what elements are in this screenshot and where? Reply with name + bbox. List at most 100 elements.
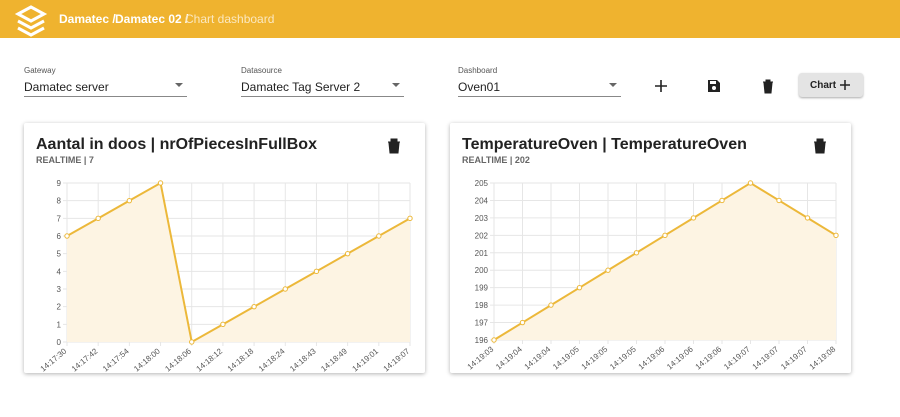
y-tick-label: 205 (475, 179, 489, 188)
point (220, 321, 226, 328)
logo[interactable] (14, 2, 54, 40)
field-label: Datasource (241, 66, 282, 75)
point (95, 215, 101, 222)
x-tick-label: 14:19:03 (466, 344, 496, 371)
button-label: Chart (810, 80, 837, 91)
point (776, 197, 782, 204)
x-tick-label: 14:19:06 (665, 344, 695, 371)
datasource-select[interactable]: Datasource Damatec Tag Server 2 (241, 66, 404, 97)
y-tick-label: 200 (475, 266, 489, 275)
point (747, 180, 754, 186)
y-tick-label: 198 (475, 301, 489, 310)
save-icon[interactable] (706, 78, 722, 94)
field-value: Damatec server (24, 80, 109, 94)
point (576, 284, 583, 291)
x-tick-label: 14:19:05 (608, 344, 638, 371)
field-label: Dashboard (458, 66, 498, 75)
add-icon[interactable] (653, 78, 669, 94)
x-tick-label: 14:18:06 (163, 346, 193, 373)
x-tick-label: 14:18:24 (257, 346, 287, 373)
x-tick-label: 14:19:05 (580, 344, 610, 371)
header: Damatec / Damatec 02 / Chart dashboard (0, 0, 900, 38)
x-tick-label: 14:18:12 (195, 346, 225, 373)
x-tick-label: 14:19:07 (779, 344, 809, 371)
y-tick-label: 6 (57, 232, 62, 241)
delete-icon[interactable] (760, 78, 776, 94)
delete-icon[interactable] (814, 138, 826, 154)
x-tick-label: 14:17:42 (70, 346, 100, 373)
y-tick-label: 196 (475, 336, 489, 345)
y-tick-label: 4 (57, 267, 62, 276)
y-tick-label: 0 (57, 338, 62, 347)
dashboard-select[interactable]: Dashboard Oven01 (458, 66, 621, 97)
point (833, 232, 839, 239)
x-tick-label: 14:19:01 (350, 346, 380, 373)
x-tick-label: 14:19:06 (637, 344, 667, 371)
y-tick-label: 9 (57, 179, 62, 188)
point (126, 197, 133, 204)
point (282, 286, 288, 292)
gateway-select[interactable]: Gateway Damatec server (24, 66, 187, 97)
y-tick-label: 1 (57, 320, 62, 329)
area (494, 183, 836, 340)
point (344, 250, 351, 257)
point (719, 197, 725, 204)
y-tick-label: 3 (57, 285, 62, 294)
x-tick-label: 14:19:07 (751, 344, 781, 371)
y-tick-label: 202 (475, 231, 489, 240)
chart-subtitle: REALTIME | 202 (462, 155, 530, 165)
x-tick-label: 14:19:04 (494, 344, 524, 371)
x-tick-label: 14:18:00 (132, 346, 162, 373)
y-tick-label: 204 (475, 196, 489, 205)
field-value: Damatec Tag Server 2 (241, 80, 361, 94)
x-tick-label: 14:19:07 (722, 344, 752, 371)
x-tick-label: 14:19:05 (551, 344, 581, 371)
y-tick-label: 201 (475, 249, 489, 258)
y-tick-label: 197 (475, 319, 489, 328)
y-tick-label: 2 (57, 303, 62, 312)
add-chart-button[interactable]: Chart (799, 73, 863, 97)
breadcrumb[interactable]: Damatec 02 / (115, 12, 189, 26)
chart-subtitle: REALTIME | 7 (36, 155, 94, 165)
point (804, 215, 811, 221)
x-tick-label: 14:19:04 (523, 344, 553, 371)
x-tick-label: 14:19:06 (694, 344, 724, 371)
x-tick-label: 14:19:07 (382, 346, 412, 373)
point (64, 233, 70, 239)
point (189, 339, 195, 345)
chart-title: TemperatureOven | TemperatureOven (462, 136, 747, 153)
point (407, 215, 413, 222)
area (67, 183, 410, 342)
point (519, 319, 526, 326)
x-tick-label: 14:19:08 (808, 344, 838, 371)
point (690, 215, 697, 221)
y-tick-label: 8 (57, 197, 62, 206)
x-tick-label: 14:18:49 (319, 346, 349, 373)
x-tick-label: 14:17:30 (39, 346, 69, 373)
line (66, 181, 411, 344)
x-tick-label: 14:17:54 (101, 346, 131, 373)
point (376, 233, 382, 239)
point (157, 180, 164, 186)
delete-icon[interactable] (388, 138, 400, 154)
point (633, 250, 640, 256)
x-tick-label: 14:18:18 (226, 346, 256, 373)
point (605, 267, 611, 273)
x-tick-label: 14:18:43 (288, 346, 318, 373)
point (251, 303, 257, 310)
y-tick-label: 5 (57, 250, 62, 259)
chart-title: Aantal in doos | nrOfPiecesInFullBox (36, 136, 317, 153)
breadcrumb: Chart dashboard (185, 12, 275, 26)
y-tick-label: 199 (475, 284, 489, 293)
field-value: Oven01 (458, 80, 501, 94)
point (548, 302, 554, 308)
point (491, 337, 497, 343)
point (313, 268, 320, 275)
field-label: Gateway (24, 66, 56, 75)
y-tick-label: 203 (475, 214, 489, 223)
breadcrumb[interactable]: Damatec / (59, 12, 116, 26)
point (662, 232, 668, 239)
y-tick-label: 7 (57, 214, 62, 223)
